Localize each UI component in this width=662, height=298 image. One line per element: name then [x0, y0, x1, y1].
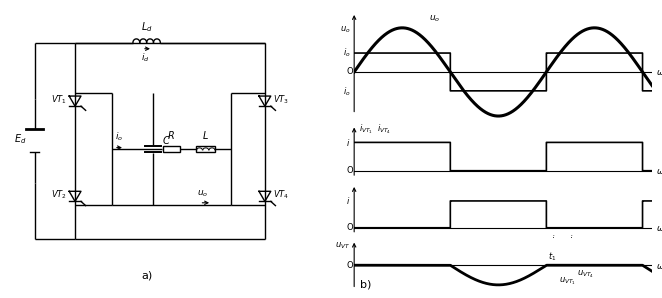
Text: $i_{VT_1}$: $i_{VT_1}$ [359, 123, 373, 136]
Text: $u_o$: $u_o$ [429, 14, 440, 24]
Text: a): a) [141, 270, 152, 280]
Bar [197, 146, 215, 152]
Text: $L_d$: $L_d$ [141, 20, 152, 34]
Bar [163, 146, 180, 152]
Text: O: O [346, 261, 353, 270]
Text: L: L [203, 131, 209, 141]
Text: $u_{VT}$: $u_{VT}$ [335, 240, 350, 251]
Text: $VT_1$: $VT_1$ [51, 94, 67, 106]
Text: $u_{VT_1}$: $u_{VT_1}$ [559, 275, 576, 287]
Text: O: O [346, 67, 353, 77]
Text: $\omega t$: $\omega t$ [656, 260, 662, 271]
Text: $i_{VT_2}$: $i_{VT_2}$ [551, 234, 565, 247]
Text: $t_1$: $t_1$ [548, 250, 556, 263]
Text: $i$: $i$ [346, 137, 350, 148]
Text: $\omega t$: $\omega t$ [656, 66, 662, 77]
Text: $i_{VT_3}$: $i_{VT_3}$ [569, 234, 583, 247]
Text: $i$: $i$ [346, 195, 350, 207]
Text: $\omega t$: $\omega t$ [656, 165, 662, 176]
Text: O: O [346, 223, 353, 232]
Text: b): b) [360, 279, 371, 289]
Text: $\omega t$: $\omega t$ [656, 222, 662, 233]
Text: $VT_4$: $VT_4$ [273, 189, 289, 201]
Text: $i_o$: $i_o$ [343, 46, 350, 59]
Text: $i_o$: $i_o$ [343, 85, 350, 98]
Text: $i_d$: $i_d$ [141, 52, 150, 64]
Text: $u_o$: $u_o$ [197, 188, 209, 199]
Text: $u_o$: $u_o$ [340, 24, 350, 35]
Text: C: C [163, 136, 169, 146]
Text: $u_{VT_4}$: $u_{VT_4}$ [577, 269, 594, 280]
Text: $i_o$: $i_o$ [115, 130, 123, 143]
Text: O: O [346, 166, 353, 175]
Text: R: R [168, 131, 175, 141]
Text: $VT_3$: $VT_3$ [273, 94, 289, 106]
Text: $E_d$: $E_d$ [15, 132, 27, 146]
Text: $i_{VT_4}$: $i_{VT_4}$ [377, 123, 391, 136]
Text: $VT_2$: $VT_2$ [51, 189, 67, 201]
